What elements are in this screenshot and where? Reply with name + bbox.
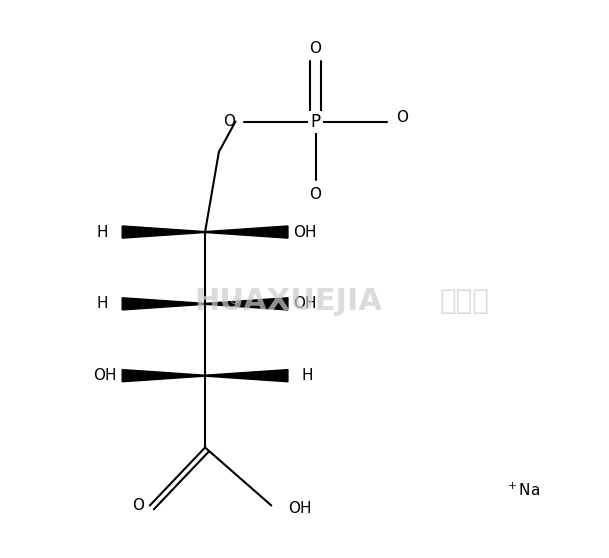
Text: 化学加: 化学加 xyxy=(440,287,490,315)
Text: H: H xyxy=(97,296,108,311)
Text: O: O xyxy=(132,498,144,513)
Polygon shape xyxy=(122,226,205,238)
Text: OH: OH xyxy=(294,224,317,239)
Text: OH: OH xyxy=(288,501,311,516)
Text: OH: OH xyxy=(93,368,117,383)
Polygon shape xyxy=(205,298,288,310)
Polygon shape xyxy=(205,226,288,238)
Text: Ȯ: Ȯ xyxy=(396,109,408,124)
Text: O: O xyxy=(309,41,322,56)
Text: Ȯ: Ȯ xyxy=(309,187,322,202)
Text: P: P xyxy=(311,113,320,131)
Polygon shape xyxy=(122,298,205,310)
Polygon shape xyxy=(205,369,288,382)
Text: OH: OH xyxy=(294,296,317,311)
Polygon shape xyxy=(122,369,205,382)
Text: O: O xyxy=(223,114,235,129)
Text: ®: ® xyxy=(194,296,240,306)
Text: $^+$Na: $^+$Na xyxy=(505,482,540,499)
Text: HUAXUEJIA: HUAXUEJIA xyxy=(194,287,382,316)
Text: H: H xyxy=(301,368,313,383)
Text: H: H xyxy=(97,224,108,239)
